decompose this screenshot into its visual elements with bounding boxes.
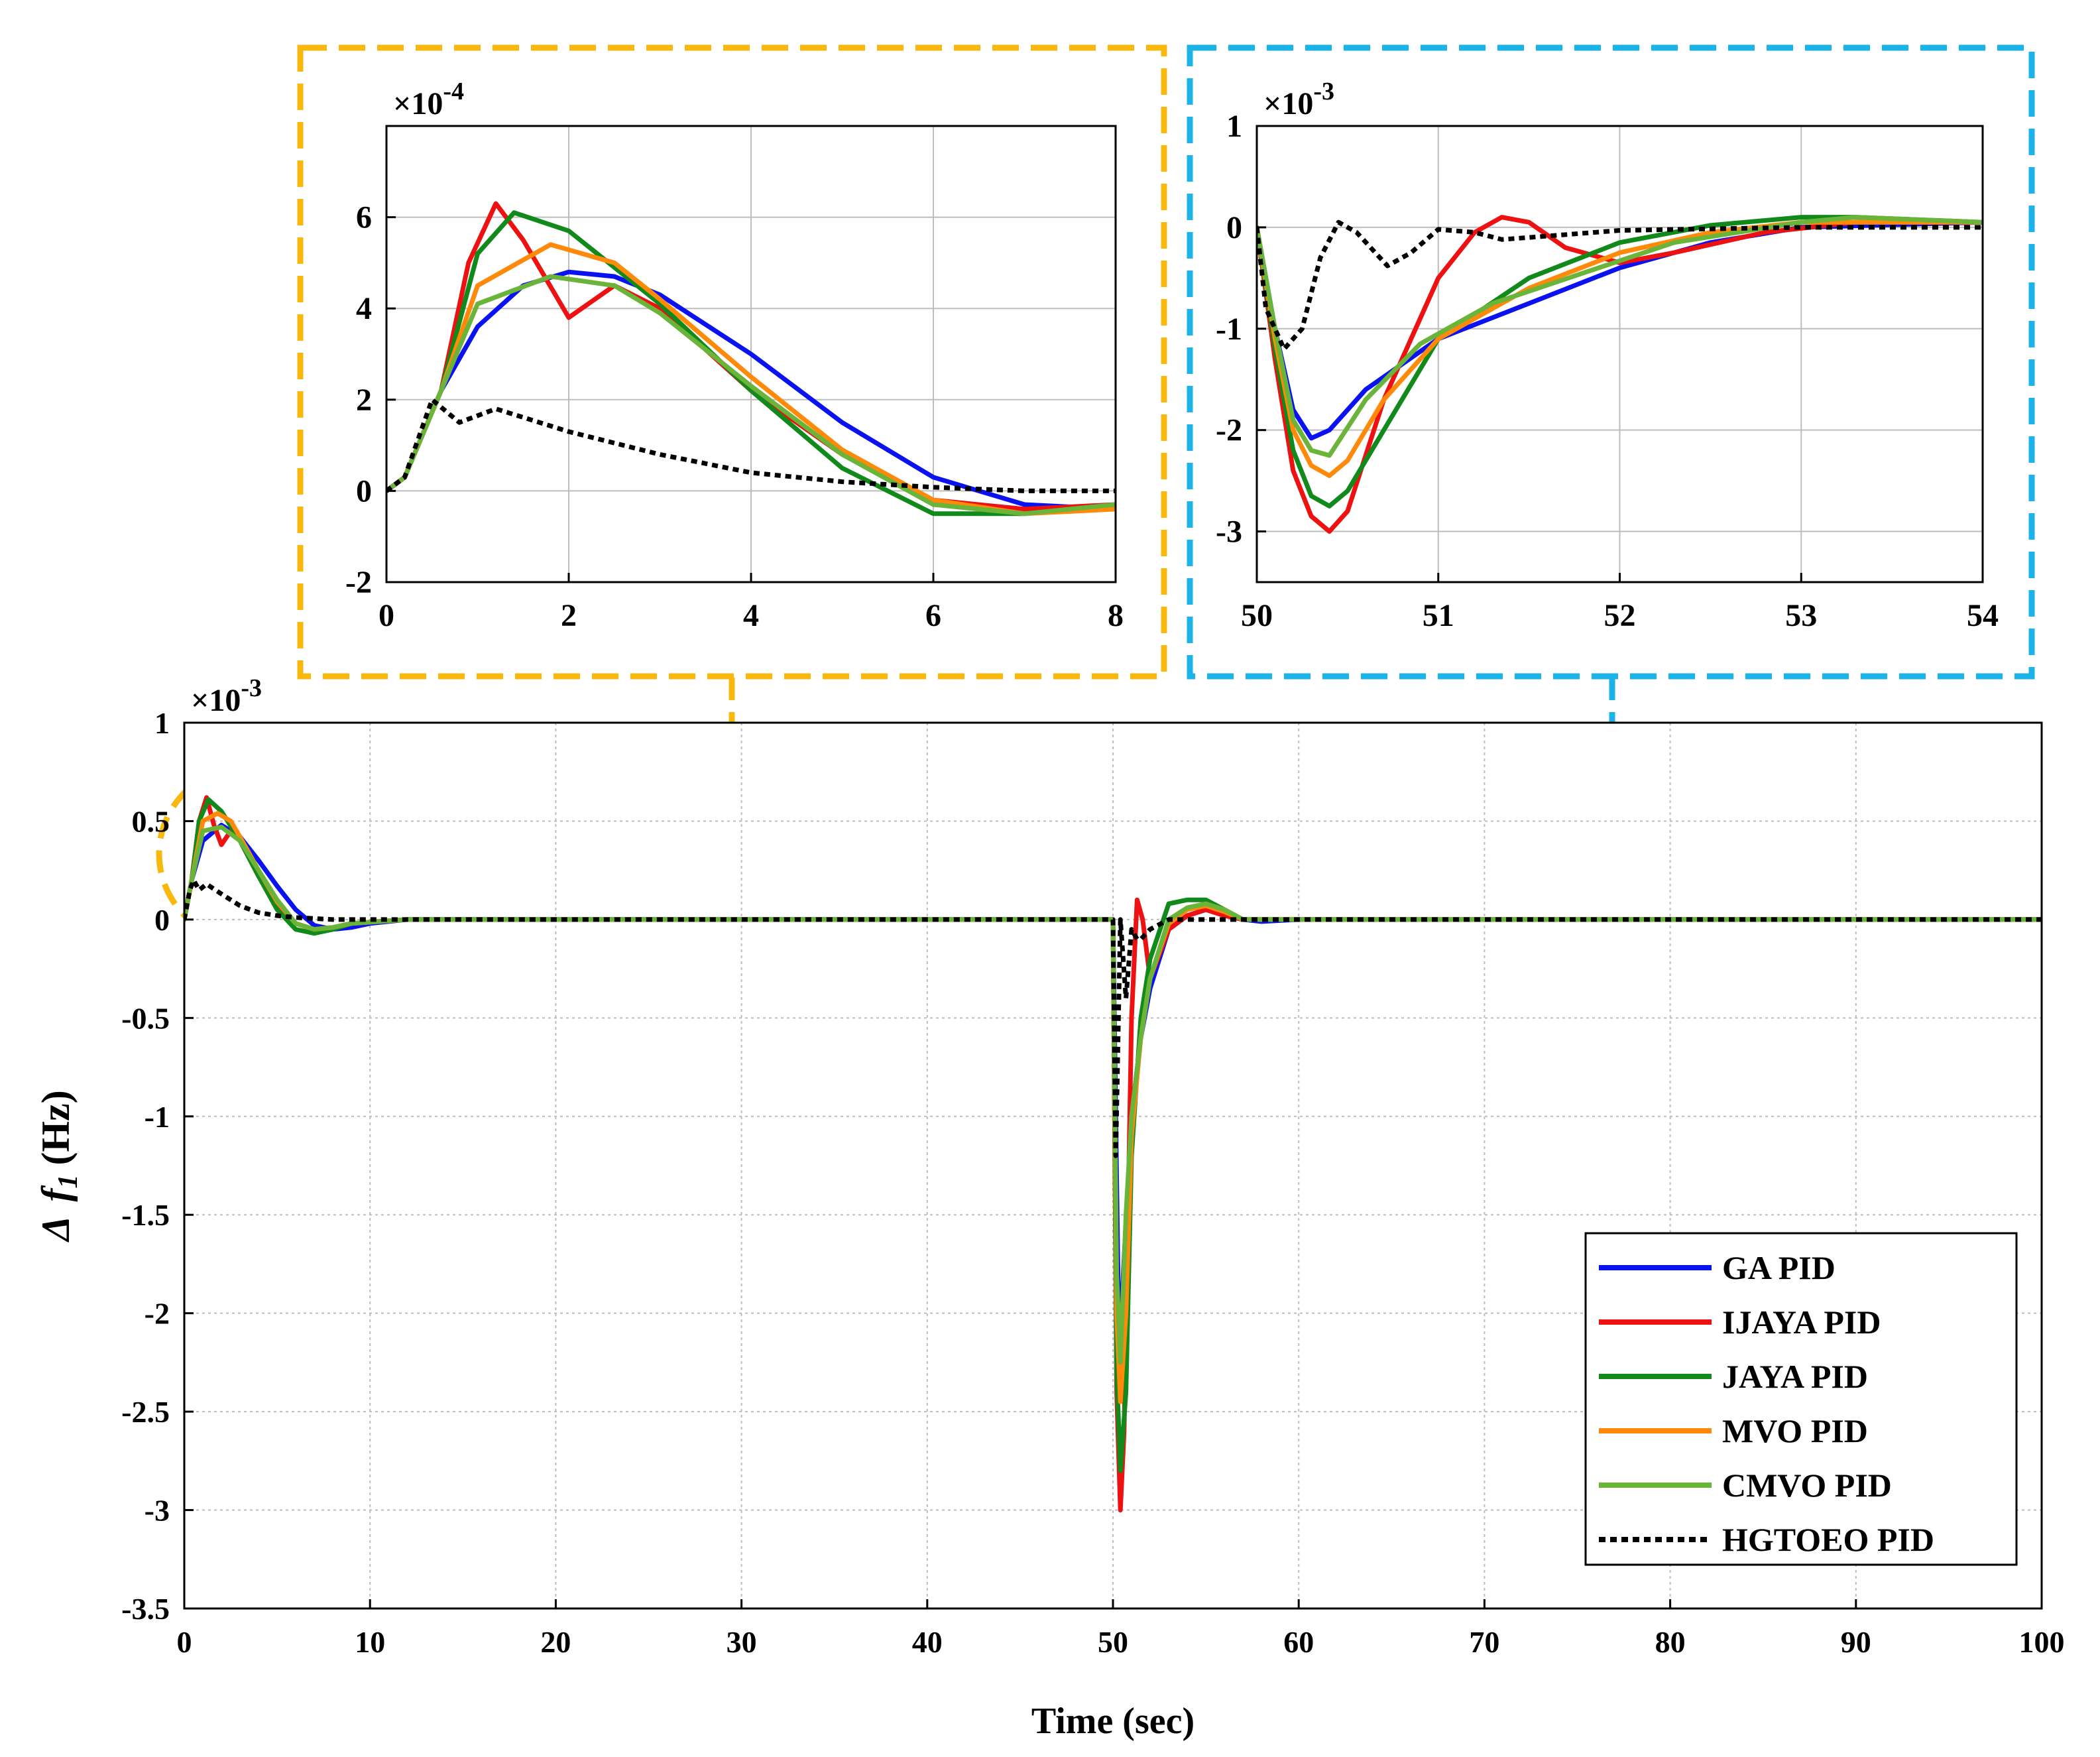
zoom_right-series-ijaya [1257,215,1983,534]
legend-label-cmvo: CMVO PID [1722,1467,1892,1504]
zoom_right-xtick-label: 54 [1967,598,1999,633]
zoom_right-series-hgtoeo [1257,219,1983,351]
zoom-right-frame [1187,44,2035,680]
zoom_left-xtick-label: 4 [743,598,759,633]
zoom_right-ytick-label: -1 [1216,312,1242,347]
zoom_left-ytick-label: 6 [356,200,372,235]
zoom_left-xtick-label: 8 [1108,598,1124,633]
main-series-hgtoeo [184,878,2042,1158]
zoom_right-ytick-label: -2 [1216,413,1242,448]
main-series-group [184,795,2042,1513]
zoom_left-series-group [386,201,1116,516]
y-axis-label: Δ f1(Hz) [34,1090,84,1242]
zoom_right-ytick-label: 0 [1226,210,1242,245]
main-xtick-label: 40 [912,1625,943,1659]
zoom_left-ytick-label: -2 [345,565,372,600]
main-ytick-label: -0.5 [121,1001,170,1035]
zoom_left-xtick-label: 2 [561,598,577,633]
y-axis-label-unit: (Hz) [34,1090,78,1165]
y-axis-label-delta: Δ [34,1208,78,1242]
legend-box [1584,1232,2018,1566]
zoom_right-series-mvo [1257,219,1983,478]
zoom_right-xtick-label: 52 [1604,598,1636,633]
main-ytick-label: -1 [145,1100,170,1134]
main-xtick-label: 20 [540,1625,571,1659]
zoom_right-exponent: ×10-3 [1263,78,1334,121]
zoom_right-exponent-power: -3 [1313,78,1334,105]
main-ytick-label: 0.5 [132,804,170,838]
main-ytick-label: -2 [145,1297,170,1331]
zoom_left-ytick-label: 2 [356,383,372,418]
zoom_right-series-jaya [1257,215,1983,509]
main-ytick-label: -3.5 [121,1592,170,1626]
zoom_right-xtick-label: 53 [1785,598,1817,633]
zoom_right-ytick-label: -3 [1216,515,1242,550]
main-ytick-label: -2.5 [121,1395,170,1429]
main-xtick-label: 10 [355,1625,385,1659]
zoom_right-series-group [1257,215,1983,534]
zoom_left-exponent: ×10-4 [393,78,464,121]
main-series-cmvo [184,824,2042,1365]
main-exponent: ×10-3 [191,674,262,718]
legend-label-ga: GA PID [1722,1249,1836,1286]
zoom_left-series-hgtoeo [386,397,1116,493]
zoom_right-exponent-base: ×10 [1263,86,1313,121]
zoom_left-xtick-label: 6 [925,598,941,633]
y-axis-label-sub: 1 [53,1174,84,1188]
zoom_left-ytick-label: 0 [356,473,372,509]
zoom_left-exponent-base: ×10 [393,86,443,121]
zoom_right-xtick-label: 51 [1423,598,1454,633]
main-xtick-label: 90 [1841,1625,1871,1659]
main-ytick-label: 0 [154,903,170,937]
zoom_left-ytick-label: 4 [356,291,372,326]
main-ytick-label: -1.5 [121,1198,170,1232]
main-ytick-label: -3 [145,1494,170,1528]
main-ytick-label: 1 [154,706,170,740]
x-axis-label: Time (sec) [1031,1701,1195,1742]
zoom_right-series-cmvo [1257,215,1983,458]
legend-label-mvo: MVO PID [1722,1412,1868,1449]
main-exponent-power: -3 [241,674,262,702]
main-chart: 0 10 20 30 40 50 60 70 80 90 100 1 0.5 0 -0.5 -1 -1.5 -2 -… [34,674,2065,1742]
main-xtick-label: 80 [1655,1625,1686,1659]
main-xtick-label: 50 [1098,1625,1128,1659]
legend: GA PID IJAYA PID JAYA PID MVO PID CMVO PID HG… [1584,1232,2018,1566]
main-xtick-label: 100 [2019,1625,2065,1659]
legend-label-hgtoeo: HGTOEO PID [1722,1521,1934,1558]
zoom_left-exponent-power: -4 [443,78,464,105]
main-xtick-label: 70 [1469,1625,1499,1659]
main-xtick-label: 30 [727,1625,757,1659]
main-xtick-label: 60 [1283,1625,1314,1659]
zoom-right-connector [1163,678,1615,793]
zoom_right-ytick-label: 1 [1226,109,1242,144]
legend-label-ijaya: IJAYA PID [1722,1303,1881,1341]
zoom_right-xtick-label: 50 [1241,598,1273,633]
main-exponent-base: ×10 [191,683,241,718]
main-xtick-label: 0 [177,1625,192,1659]
zoom_left-xtick-label: 0 [379,598,394,633]
legend-label-jaya: JAYA PID [1722,1358,1868,1395]
zoom-left-frame [297,44,1167,680]
